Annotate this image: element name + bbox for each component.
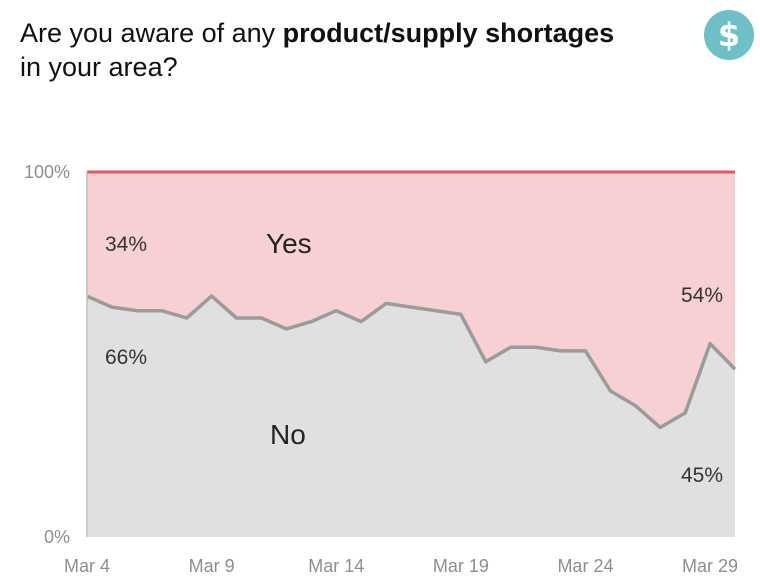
x-tick-label: Mar 29 [682, 556, 738, 576]
x-tick-label: Mar 24 [557, 556, 613, 576]
yes-category-label: Yes [266, 228, 312, 259]
y-tick-label: 0% [44, 527, 70, 547]
dollar-icon: $ [704, 10, 754, 60]
title-prefix: Are you aware of any [20, 18, 283, 48]
no-category-label: No [270, 419, 306, 450]
x-tick-label: Mar 19 [433, 556, 489, 576]
yes-start-label: 34% [105, 233, 147, 256]
axis-ticks: 100% 0% Mar 4 Mar 9 Mar 14 Mar 19 Mar 24 Mar 29 [24, 162, 738, 576]
x-tick-label: Mar 4 [64, 556, 110, 576]
title-bold: product/supply shortages [282, 18, 615, 48]
dollar-symbol: $ [717, 16, 741, 54]
y-tick-label: 100% [24, 162, 70, 182]
x-tick-label: Mar 9 [189, 556, 235, 576]
title-suffix: in your area? [20, 52, 178, 82]
yes-end-label: 54% [681, 284, 723, 307]
no-end-label: 45% [681, 464, 723, 487]
no-series-line [86, 294, 737, 430]
x-tick-label: Mar 14 [308, 556, 364, 576]
chart-title: Are you aware of any product/supply shor… [20, 16, 680, 84]
no-area [87, 296, 735, 537]
no-start-label: 66% [105, 346, 147, 369]
